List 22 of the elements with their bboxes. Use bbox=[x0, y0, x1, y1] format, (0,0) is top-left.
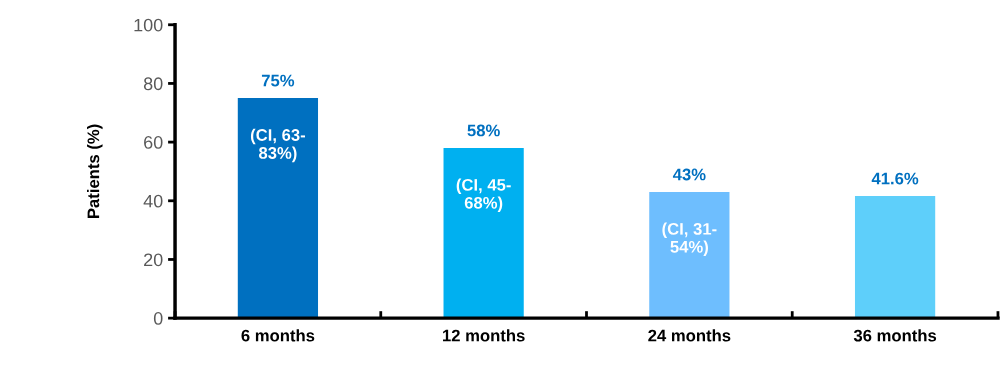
bar bbox=[649, 191, 730, 319]
data-label: 75% bbox=[261, 74, 295, 87]
bar bbox=[443, 147, 524, 319]
y-axis-title: Patients (%) bbox=[87, 124, 103, 219]
x-tick-label: 12 months bbox=[443, 329, 525, 342]
y-tick-label: 100 bbox=[134, 18, 163, 32]
data-label: 58% bbox=[467, 124, 500, 137]
y-tick-label: 0 bbox=[153, 312, 163, 325]
data-label: 41.6% bbox=[871, 172, 919, 185]
x-tick-label: 24 months bbox=[648, 329, 731, 342]
y-tick-label: 40 bbox=[143, 194, 163, 208]
y-tick-label: 20 bbox=[144, 253, 163, 267]
annotation: (CI, 31-54%) bbox=[662, 222, 717, 257]
y-tick-label: 60 bbox=[144, 136, 163, 149]
bar bbox=[237, 98, 319, 319]
y-tick-label: 80 bbox=[143, 77, 163, 91]
annotation: (CI, 45-68%) bbox=[456, 178, 511, 213]
x-tick-label: 6 months bbox=[241, 329, 315, 342]
bar bbox=[854, 196, 936, 319]
data-label: 43% bbox=[672, 168, 706, 181]
x-tick-label: 36 months bbox=[853, 329, 937, 342]
annotation: (CI, 63-83%) bbox=[250, 128, 306, 163]
